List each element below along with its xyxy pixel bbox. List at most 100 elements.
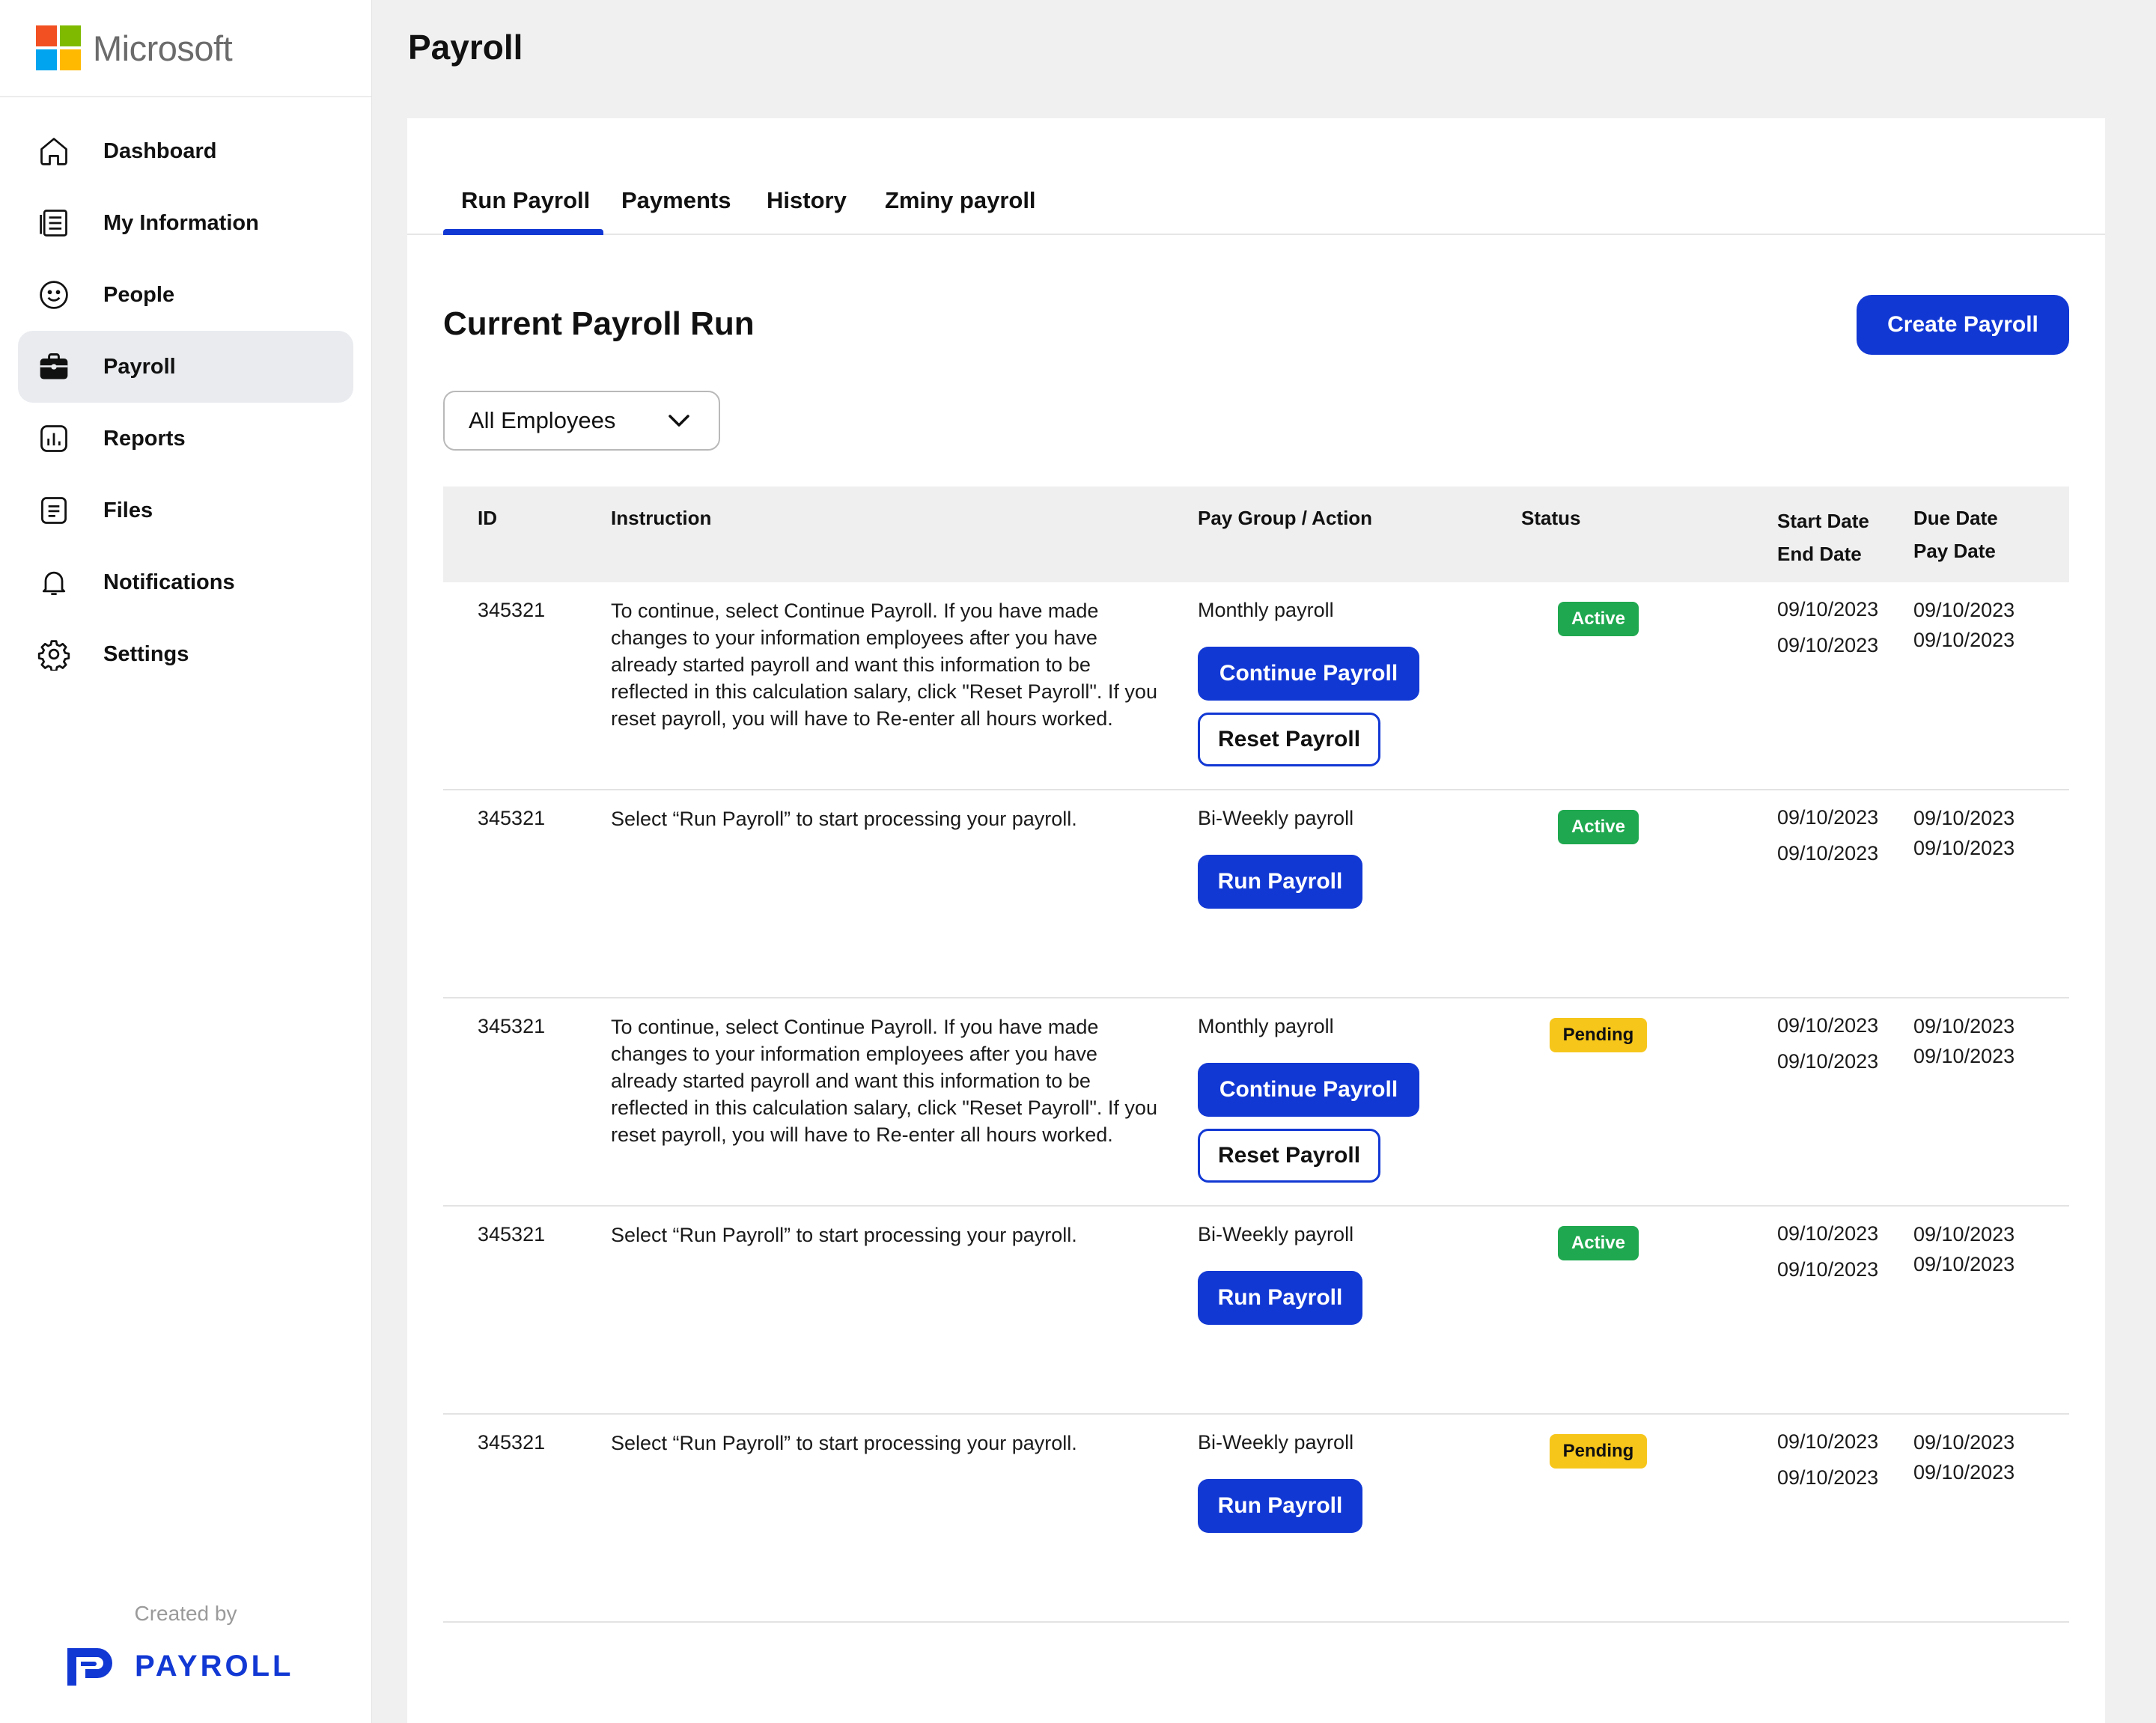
sidebar-item-label: Dashboard	[103, 138, 217, 163]
created-by-label: Created by	[134, 1602, 237, 1625]
chevron-down-icon	[668, 412, 690, 433]
sidebar-item-label: My Information	[103, 210, 259, 235]
sidebar-item-label: Reports	[103, 426, 186, 451]
status-badge: Active	[1558, 602, 1639, 636]
page-title: Payroll	[408, 28, 523, 67]
row-start-date: 09/10/2023	[1777, 1222, 1879, 1245]
header-end-date: End Date	[1777, 543, 1862, 565]
status-badge: Active	[1558, 810, 1639, 844]
tab-payments[interactable]: Payments	[621, 187, 731, 213]
header-id: ID	[478, 507, 497, 529]
row-pay-group: Bi-Weekly payroll	[1198, 1431, 1354, 1454]
row-end-date: 09/10/2023	[1777, 842, 1879, 864]
table-row: 345321 Select “Run Payroll” to start pro…	[443, 1207, 2069, 1415]
table-row: 345321 Select “Run Payroll” to start pro…	[443, 790, 2069, 998]
sidebar-nav: Dashboard My Information People Payroll …	[18, 115, 353, 690]
create-payroll-button[interactable]: Create Payroll	[1857, 295, 2069, 355]
sidebar-item-reports[interactable]: Reports	[18, 403, 353, 475]
document-list-icon	[37, 207, 70, 240]
row-pay-date: 09/10/2023	[1913, 629, 2015, 651]
tab-bar: Run Payroll Payments History Zminy payro…	[407, 118, 2105, 235]
employee-filter-select[interactable]: All Employees	[443, 391, 720, 451]
row-end-date: 09/10/2023	[1777, 1050, 1879, 1073]
table-row: 345321 To continue, select Continue Payr…	[443, 998, 2069, 1207]
header-start-date: Start Date	[1777, 510, 1869, 532]
sidebar-item-my-information[interactable]: My Information	[18, 187, 353, 259]
bar-chart-icon	[37, 422, 70, 455]
row-start-date: 09/10/2023	[1777, 1014, 1879, 1037]
row-id: 345321	[478, 1431, 546, 1454]
continue-payroll-button[interactable]: Continue Payroll	[1198, 647, 1419, 701]
briefcase-icon	[37, 350, 70, 383]
brand[interactable]: Microsoft	[0, 0, 371, 97]
continue-payroll-button[interactable]: Continue Payroll	[1198, 1063, 1419, 1117]
row-id: 345321	[478, 599, 546, 621]
sidebar-item-people[interactable]: People	[18, 259, 353, 331]
home-icon	[37, 135, 70, 168]
bell-icon	[37, 566, 70, 599]
file-text-icon	[37, 494, 70, 527]
row-pay-group: Bi-Weekly payroll	[1198, 807, 1354, 829]
run-payroll-button[interactable]: Run Payroll	[1198, 855, 1362, 909]
sidebar-item-label: People	[103, 282, 175, 307]
row-start-date: 09/10/2023	[1777, 1430, 1879, 1453]
payroll-logo: PAYROLL	[67, 1644, 293, 1689]
tab-zminy-payroll[interactable]: Zminy payroll	[885, 187, 1036, 213]
row-instruction: To continue, select Continue Payroll. If…	[611, 1016, 1157, 1146]
row-end-date: 09/10/2023	[1777, 1466, 1879, 1489]
status-badge: Active	[1558, 1226, 1639, 1260]
sidebar-item-label: Files	[103, 498, 153, 522]
row-due-date: 09/10/2023	[1913, 599, 2015, 621]
sidebar-item-label: Notifications	[103, 570, 235, 594]
tab-run-payroll[interactable]: Run Payroll	[461, 187, 591, 213]
header-due-date: Due Date	[1913, 507, 1998, 529]
row-end-date: 09/10/2023	[1777, 634, 1879, 656]
row-instruction: Select “Run Payroll” to start processing…	[611, 1432, 1077, 1454]
header-pay-date: Pay Date	[1913, 540, 1996, 562]
run-payroll-button[interactable]: Run Payroll	[1198, 1479, 1362, 1533]
reset-payroll-button[interactable]: Reset Payroll	[1198, 713, 1380, 766]
row-instruction: Select “Run Payroll” to start processing…	[611, 1224, 1077, 1246]
row-pay-group: Monthly payroll	[1198, 1015, 1334, 1037]
sidebar-item-notifications[interactable]: Notifications	[18, 546, 353, 618]
sidebar-item-dashboard[interactable]: Dashboard	[18, 115, 353, 187]
sidebar-item-label: Settings	[103, 641, 189, 666]
sidebar-item-label: Payroll	[103, 354, 176, 379]
sidebar-item-settings[interactable]: Settings	[18, 618, 353, 690]
active-tab-indicator	[443, 229, 603, 235]
section-title: Current Payroll Run	[443, 305, 755, 342]
status-badge: Pending	[1550, 1018, 1647, 1052]
row-due-date: 09/10/2023	[1913, 1015, 2015, 1037]
row-end-date: 09/10/2023	[1777, 1258, 1879, 1281]
row-id: 345321	[478, 1015, 546, 1037]
sidebar-item-files[interactable]: Files	[18, 475, 353, 546]
employee-filter-value: All Employees	[469, 407, 616, 433]
row-instruction: To continue, select Continue Payroll. If…	[611, 600, 1157, 730]
tab-history[interactable]: History	[767, 187, 847, 213]
reset-payroll-button[interactable]: Reset Payroll	[1198, 1129, 1380, 1183]
table-row: 345321 To continue, select Continue Payr…	[443, 582, 2069, 790]
table-header: ID Instruction Pay Group / Action Status…	[443, 487, 2069, 582]
smiley-icon	[37, 278, 70, 311]
header-status: Status	[1521, 507, 1581, 529]
header-pay-group: Pay Group / Action	[1198, 507, 1373, 529]
brand-name: Microsoft	[93, 28, 233, 68]
row-pay-date: 09/10/2023	[1913, 1253, 2015, 1275]
sidebar: Microsoft Dashboard My Information Peopl…	[0, 0, 372, 1723]
row-id: 345321	[478, 807, 546, 829]
run-payroll-button[interactable]: Run Payroll	[1198, 1271, 1362, 1325]
row-pay-date: 09/10/2023	[1913, 837, 2015, 859]
payroll-logo-text: PAYROLL	[135, 1650, 294, 1683]
sidebar-item-payroll[interactable]: Payroll	[18, 331, 353, 403]
table-row: 345321 Select “Run Payroll” to start pro…	[443, 1415, 2069, 1623]
row-pay-date: 09/10/2023	[1913, 1045, 2015, 1067]
row-pay-group: Monthly payroll	[1198, 599, 1334, 621]
row-due-date: 09/10/2023	[1913, 1223, 2015, 1245]
row-instruction: Select “Run Payroll” to start processing…	[611, 808, 1077, 830]
row-id: 345321	[478, 1223, 546, 1245]
row-due-date: 09/10/2023	[1913, 807, 2015, 829]
row-due-date: 09/10/2023	[1913, 1431, 2015, 1454]
header-instruction: Instruction	[611, 507, 712, 529]
payroll-card: Run Payroll Payments History Zminy payro…	[407, 118, 2105, 1723]
row-pay-group: Bi-Weekly payroll	[1198, 1223, 1354, 1245]
